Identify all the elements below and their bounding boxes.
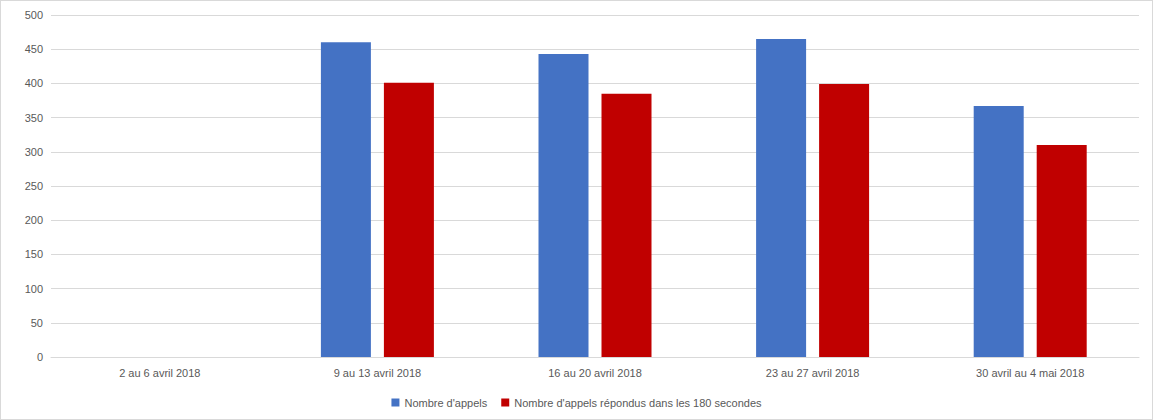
svg-text:9 au 13 avril 2018: 9 au 13 avril 2018 [334,367,421,379]
svg-text:2 au 6 avril 2018: 2 au 6 avril 2018 [119,367,200,379]
svg-text:450: 450 [25,43,43,55]
svg-text:500: 500 [25,9,43,21]
svg-text:200: 200 [25,214,43,226]
svg-text:16 au 20 avril 2018: 16 au 20 avril 2018 [548,367,642,379]
svg-text:50: 50 [31,317,43,329]
svg-text:400: 400 [25,77,43,89]
svg-text:23 au 27 avril 2018: 23 au 27 avril 2018 [766,367,860,379]
svg-text:Nombre d'appels: Nombre d'appels [404,397,487,409]
svg-text:350: 350 [25,112,43,124]
svg-text:250: 250 [25,180,43,192]
svg-text:30 avril au 4 mai 2018: 30 avril au 4 mai 2018 [976,367,1084,379]
svg-text:Nombre d'appels répondus dans: Nombre d'appels répondus dans les 180 se… [514,397,762,409]
svg-text:150: 150 [25,248,43,260]
svg-text:300: 300 [25,146,43,158]
svg-text:0: 0 [37,351,43,363]
svg-text:100: 100 [25,283,43,295]
